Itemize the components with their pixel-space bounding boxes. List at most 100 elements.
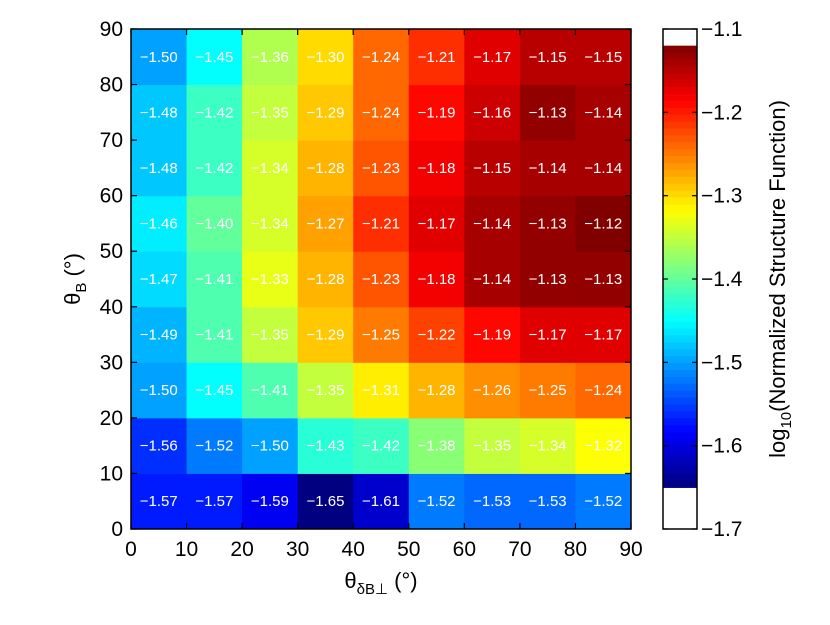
heatmap-cell xyxy=(464,417,521,474)
cell-value-label: −1.24 xyxy=(584,382,622,399)
heatmap-cell xyxy=(519,84,576,141)
cell-value-label: −1.15 xyxy=(473,160,511,177)
heatmap-cell xyxy=(408,417,465,474)
heatmap-cell xyxy=(464,195,521,252)
heatmap-cell xyxy=(297,84,354,141)
colorbar-strip xyxy=(663,411,697,419)
cell-value-label: −1.23 xyxy=(362,271,400,288)
cell-value-label: −1.23 xyxy=(362,160,400,177)
colorbar-strip xyxy=(663,266,697,275)
y-axis-title: θB (°) xyxy=(60,253,90,305)
heatmap-cell xyxy=(464,251,521,308)
cell-value-label: −1.22 xyxy=(418,327,456,344)
colorbar-strip xyxy=(663,301,697,309)
heatmap-cell xyxy=(242,473,299,530)
colorbar-strip xyxy=(663,225,697,233)
x-tick-label: 70 xyxy=(508,538,531,561)
heatmap-cell xyxy=(186,473,243,530)
colorbar-strip xyxy=(663,294,697,302)
cell-value-label: −1.29 xyxy=(306,327,344,344)
heatmap-cell xyxy=(131,306,188,363)
cell-value-label: −1.13 xyxy=(584,271,622,288)
cell-value-label: −1.59 xyxy=(251,493,289,510)
heatmap-cell xyxy=(131,29,188,86)
cell-value-label: −1.50 xyxy=(251,438,289,455)
heatmap-cell xyxy=(575,417,632,474)
colorbar-strip xyxy=(663,142,697,150)
colorbar-strip xyxy=(663,335,697,344)
cell-value-label: −1.17 xyxy=(529,327,567,344)
heatmap-cell xyxy=(186,29,243,86)
cell-value-label: −1.21 xyxy=(418,49,456,66)
colorbar-strip xyxy=(663,231,697,240)
cell-value-label: −1.46 xyxy=(140,215,178,232)
colorbar-strip xyxy=(663,314,697,323)
heatmap-cell xyxy=(297,140,354,197)
heatmap-cell xyxy=(464,473,521,530)
cell-value-label: −1.56 xyxy=(140,438,178,455)
y-axis-title-subscript: B xyxy=(73,283,90,293)
colorbar-strip xyxy=(663,418,697,426)
cell-value-label: −1.14 xyxy=(584,104,622,121)
colorbar-strip xyxy=(663,307,697,316)
cell-value-label: −1.21 xyxy=(362,215,400,232)
colorbar-strip xyxy=(663,439,697,447)
colorbar-strip xyxy=(663,273,697,281)
cell-value-label: −1.24 xyxy=(362,104,400,121)
heatmap-cell xyxy=(575,362,632,419)
colorbar-title-prefix: log xyxy=(765,429,790,458)
heatmap-cell xyxy=(131,362,188,419)
colorbar-strip xyxy=(663,197,697,205)
colorbar-tick-label: −1.2 xyxy=(701,101,742,124)
colorbar-strip xyxy=(663,473,697,482)
cell-value-label: −1.28 xyxy=(418,382,456,399)
heatmap-cell xyxy=(131,140,188,197)
heatmap-cell xyxy=(186,306,243,363)
y-tick-label: 80 xyxy=(100,74,123,97)
heatmap-cell xyxy=(575,306,632,363)
heatmap-cell xyxy=(242,251,299,308)
colorbar-strip xyxy=(663,190,697,199)
y-axis: 0 10 20 30 40 50 60 70 80 90 xyxy=(100,18,631,541)
heatmap-cell xyxy=(353,306,410,363)
x-tick-label: 50 xyxy=(397,538,420,561)
heatmap-cells xyxy=(131,29,632,530)
cell-value-label: −1.33 xyxy=(251,271,289,288)
heatmap-cell xyxy=(353,417,410,474)
y-tick-label: 90 xyxy=(100,18,123,41)
colorbar-title-subscript: 10 xyxy=(778,412,795,429)
colorbar-strip xyxy=(663,404,697,413)
y-axis-title-symbol: θ xyxy=(60,293,85,305)
cell-value-label: −1.35 xyxy=(251,327,289,344)
cell-value-label: −1.42 xyxy=(362,438,400,455)
heatmap-cell xyxy=(519,417,576,474)
colorbar-strip xyxy=(663,480,697,488)
colorbar-strip xyxy=(663,100,697,109)
cell-value-label: −1.18 xyxy=(418,271,456,288)
heatmap-cell xyxy=(408,473,465,530)
heatmap-cell xyxy=(575,140,632,197)
y-tick-label: 40 xyxy=(100,296,123,319)
cell-value-label: −1.25 xyxy=(362,327,400,344)
cell-value-label: −1.31 xyxy=(362,382,400,399)
cell-value-label: −1.65 xyxy=(306,493,344,510)
colorbar-strip xyxy=(663,156,697,164)
cell-value-label: −1.16 xyxy=(473,104,511,121)
colorbar-strip xyxy=(663,128,697,136)
cell-value-label: −1.34 xyxy=(251,160,289,177)
colorbar-strip xyxy=(663,425,697,433)
heatmap-cell xyxy=(131,473,188,530)
colorbar-title: log10(Normalized Structure Function) xyxy=(765,100,795,458)
x-tick-label: 40 xyxy=(342,538,365,561)
x-axis: 0 10 20 30 40 50 60 70 80 90 xyxy=(125,29,643,561)
cell-value-label: −1.14 xyxy=(473,215,511,232)
heatmap-cell xyxy=(464,140,521,197)
cell-value-label: −1.14 xyxy=(529,160,567,177)
y-tick-label: 60 xyxy=(100,185,123,208)
heatmap-cell xyxy=(519,29,576,86)
colorbar-strip xyxy=(663,466,697,475)
colorbar-tick-label: −1.4 xyxy=(701,268,743,291)
cell-value-label: −1.27 xyxy=(306,215,344,232)
colorbar-strip xyxy=(663,169,697,178)
heatmap-cell xyxy=(242,84,299,141)
